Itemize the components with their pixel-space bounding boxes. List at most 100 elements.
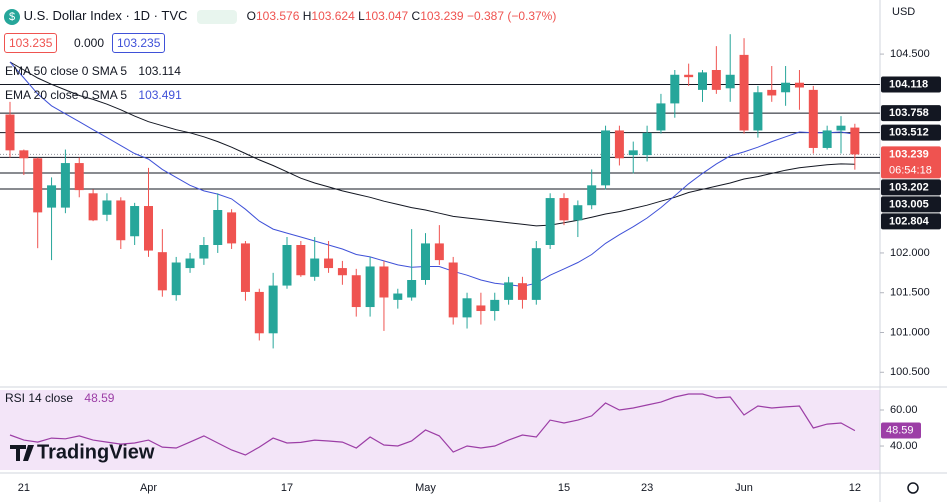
candle-body	[144, 206, 153, 251]
candle-body	[517, 283, 527, 300]
indicator-line	[9, 61, 855, 227]
candle-body	[573, 205, 583, 221]
ohlc-label: O	[246, 9, 256, 23]
symbol-title: U.S. Dollar Index · 1D · TVC	[23, 8, 188, 23]
candle-body	[767, 89, 777, 96]
legend-value: 103.491	[138, 88, 182, 102]
label-text: 102.804	[889, 215, 930, 227]
label-bg	[881, 213, 941, 230]
legend-value: 103.114	[138, 64, 181, 78]
ohlc-value: 103.047	[364, 9, 409, 23]
candle-body	[476, 305, 486, 312]
candle-body	[254, 291, 264, 334]
candle-body	[227, 212, 237, 244]
legend-ema50: EMA 50 close 0 SMA 5 103.114	[5, 64, 181, 78]
candle-body	[448, 262, 458, 318]
candle-body	[725, 74, 735, 89]
candle-body	[5, 114, 15, 151]
candle-body	[282, 245, 292, 286]
candle-body	[88, 193, 98, 221]
buy-price[interactable]: 103.235	[112, 33, 166, 53]
y-tick-label: 104.500	[890, 48, 930, 60]
candle-body	[407, 280, 417, 298]
legend-name: RSI 14 close	[5, 391, 74, 405]
y-tick-label: 60.00	[890, 404, 918, 416]
level-label: 104.118	[881, 76, 941, 93]
currency[interactable]: USD	[892, 6, 916, 18]
sell-price[interactable]: 103.235	[4, 33, 58, 53]
candle-body	[337, 268, 347, 276]
ohlc-label: L	[358, 9, 365, 23]
candle-body	[19, 150, 29, 159]
level-label: 103.512	[881, 124, 941, 141]
candle-body	[116, 200, 126, 241]
indicator-line	[9, 61, 855, 287]
label-text: 48.59	[886, 424, 914, 436]
symbol-row: $ U.S. Dollar Index · 1D · TVC O103.576 …	[4, 8, 556, 25]
legend-value: 48.59	[84, 391, 115, 405]
y-tick-label: 102.000	[890, 247, 930, 259]
label-bg	[881, 196, 941, 213]
market-status[interactable]	[197, 9, 238, 24]
legend-name: EMA 20 close 0 SMA 5	[5, 88, 128, 102]
candle-body	[808, 89, 818, 148]
label-text: 103.758	[889, 107, 929, 119]
label-bg	[881, 146, 941, 179]
candle-body	[268, 285, 278, 334]
candle-body	[74, 163, 84, 191]
candle-body	[559, 198, 569, 221]
candle-body	[47, 185, 57, 208]
ohlc-value: 103.239	[420, 9, 464, 23]
logo-mark	[10, 445, 34, 461]
candle-body	[310, 258, 320, 277]
candle-body	[850, 127, 860, 155]
candle-body	[601, 130, 611, 186]
x-tick-label: 23	[641, 482, 653, 494]
y-tick-label: 40.00	[890, 440, 918, 452]
rsi-line	[9, 393, 856, 456]
label-bg	[881, 179, 941, 196]
candle-body	[587, 185, 597, 206]
label-bg	[881, 124, 941, 141]
y-tick-label: 101.500	[890, 287, 930, 299]
candle-body	[324, 258, 334, 269]
candle-body	[698, 72, 707, 90]
candle-body	[504, 282, 514, 300]
candle-body	[199, 245, 209, 259]
candle-body	[684, 74, 694, 78]
countdown: 06:54:18	[889, 164, 932, 176]
ohlc-label: H	[302, 9, 312, 23]
level-label: 103.005	[881, 196, 941, 213]
candle-body	[670, 74, 680, 104]
label-bg	[881, 422, 921, 439]
brand: TradingView	[37, 441, 155, 463]
candle-body	[656, 103, 666, 131]
candle-body	[614, 130, 624, 159]
candle-body	[213, 210, 223, 245]
candle-body	[130, 206, 140, 237]
candle-body	[393, 293, 403, 300]
change: −0.387 (−0.37%)	[466, 9, 557, 23]
rsi-pane	[0, 390, 880, 470]
ohlc-label: C	[411, 9, 421, 23]
candle-body	[794, 82, 804, 88]
x-tick-label: Apr	[140, 482, 157, 494]
y-tick-label: 101.000	[890, 326, 930, 338]
candle-body	[739, 54, 749, 131]
candle-body	[434, 243, 444, 261]
x-tick-label: May	[415, 482, 436, 494]
spread: 0.000	[74, 36, 105, 50]
y-tick-label: 100.500	[890, 366, 930, 378]
x-tick-label: 17	[281, 482, 293, 494]
candle-body	[642, 132, 652, 156]
x-tick-label: 15	[558, 482, 570, 494]
ohlc-value: 103.576	[255, 9, 300, 23]
candle-body	[781, 82, 791, 93]
x-tick-label: 12	[849, 482, 861, 494]
candle-body	[490, 299, 500, 312]
candle-body	[102, 200, 112, 215]
level-label: 103.758	[881, 105, 941, 122]
settings-icon[interactable]	[907, 482, 919, 494]
